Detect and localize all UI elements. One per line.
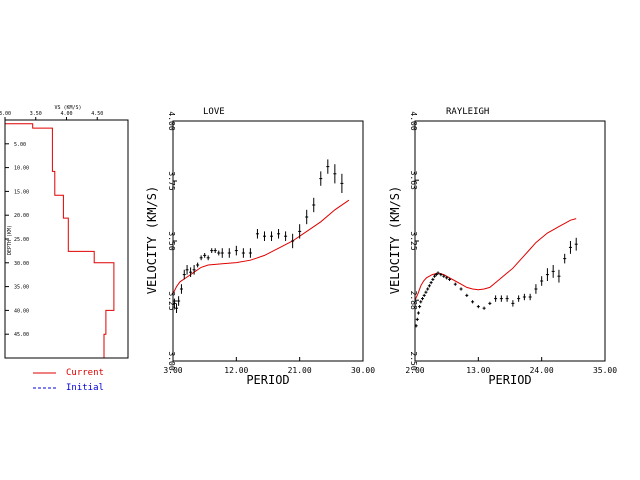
model-ylabel: DEPTH (KM) (7, 225, 13, 255)
model-y-tick-label: 15.00 (14, 189, 29, 195)
model-x-tick-label: 4.50 (91, 111, 103, 117)
rayleigh-y-tick-label: 3.63 (409, 171, 418, 190)
model-y-tick-label: 10.00 (14, 166, 29, 172)
love-title: LOVE (203, 107, 225, 117)
rayleigh-y-tick-label: 2.50 (409, 351, 418, 370)
love-x-tick-label: 21.00 (288, 366, 312, 375)
love-y-tick-label: 3.75 (167, 171, 176, 190)
legend-current-label: Current (66, 368, 104, 378)
rayleigh-y-tick-label: 3.25 (409, 231, 418, 250)
love-xlabel: PERIOD (246, 373, 289, 387)
love-x-tick-label: 12.00 (224, 366, 248, 375)
rayleigh-ylabel: VELOCITY (KM/S) (388, 186, 402, 294)
rayleigh-frame (414, 120, 606, 362)
rayleigh-y-tick-label: 4.00 (409, 111, 418, 130)
legend: Current Initial (33, 368, 104, 393)
model-y-tick-label: 30.00 (14, 261, 29, 267)
love-ylabel: VELOCITY (KM/S) (145, 186, 159, 294)
love-panel: LOVE 3.00 12.00 21.00 30.00 3.00 3.25 3.50 3.7… (145, 107, 375, 387)
model-x-tick-label: 3.50 (30, 111, 42, 117)
model-y-tick-label: 25.00 (14, 237, 29, 243)
rayleigh-y-tick-label: 2.88 (409, 291, 418, 310)
model-title: VS (KM/S) (54, 105, 81, 111)
model-y-tick-label: 5.00 (14, 142, 26, 148)
model-y-tick-label: 45.00 (14, 332, 29, 338)
model-x-tick-label: 4.00 (60, 111, 72, 117)
model-y-tick-label: 35.00 (14, 285, 29, 291)
model-panel: VS (KM/S) 3.00 3.50 4.00 4.50 5.00 10.00 15.0… (0, 105, 129, 359)
rayleigh-x-tick-label: 24.00 (530, 366, 554, 375)
love-y-tick-label: 3.25 (167, 291, 176, 310)
rayleigh-x-tick-label: 2.00 (405, 366, 424, 375)
model-series-current (4, 120, 115, 358)
model-x-tick-label: 3.00 (0, 111, 11, 117)
model-y-tick-label: 20.00 (14, 213, 29, 219)
love-x-tick-label: 30.00 (351, 366, 375, 375)
love-y-tick-label: 3.00 (167, 351, 176, 370)
model-frame (4, 119, 129, 359)
love-frame (172, 120, 364, 362)
love-y-tick-label: 4.00 (167, 111, 176, 130)
rayleigh-x-tick-label: 35.00 (593, 366, 617, 375)
rayleigh-title: RAYLEIGH (446, 107, 489, 117)
rayleigh-xlabel: PERIOD (488, 373, 531, 387)
legend-initial-label: Initial (66, 383, 104, 393)
rayleigh-predicted-curve (414, 218, 577, 301)
love-x-tick-label: 3.00 (163, 366, 182, 375)
love-y-tick-label: 3.50 (167, 231, 176, 250)
model-y-tick-label: 40.00 (14, 308, 29, 314)
rayleigh-panel: RAYLEIGH 2.00 13.00 24.00 35.00 2.50 2.88 3.2… (388, 107, 617, 387)
rayleigh-x-tick-label: 13.00 (466, 366, 490, 375)
